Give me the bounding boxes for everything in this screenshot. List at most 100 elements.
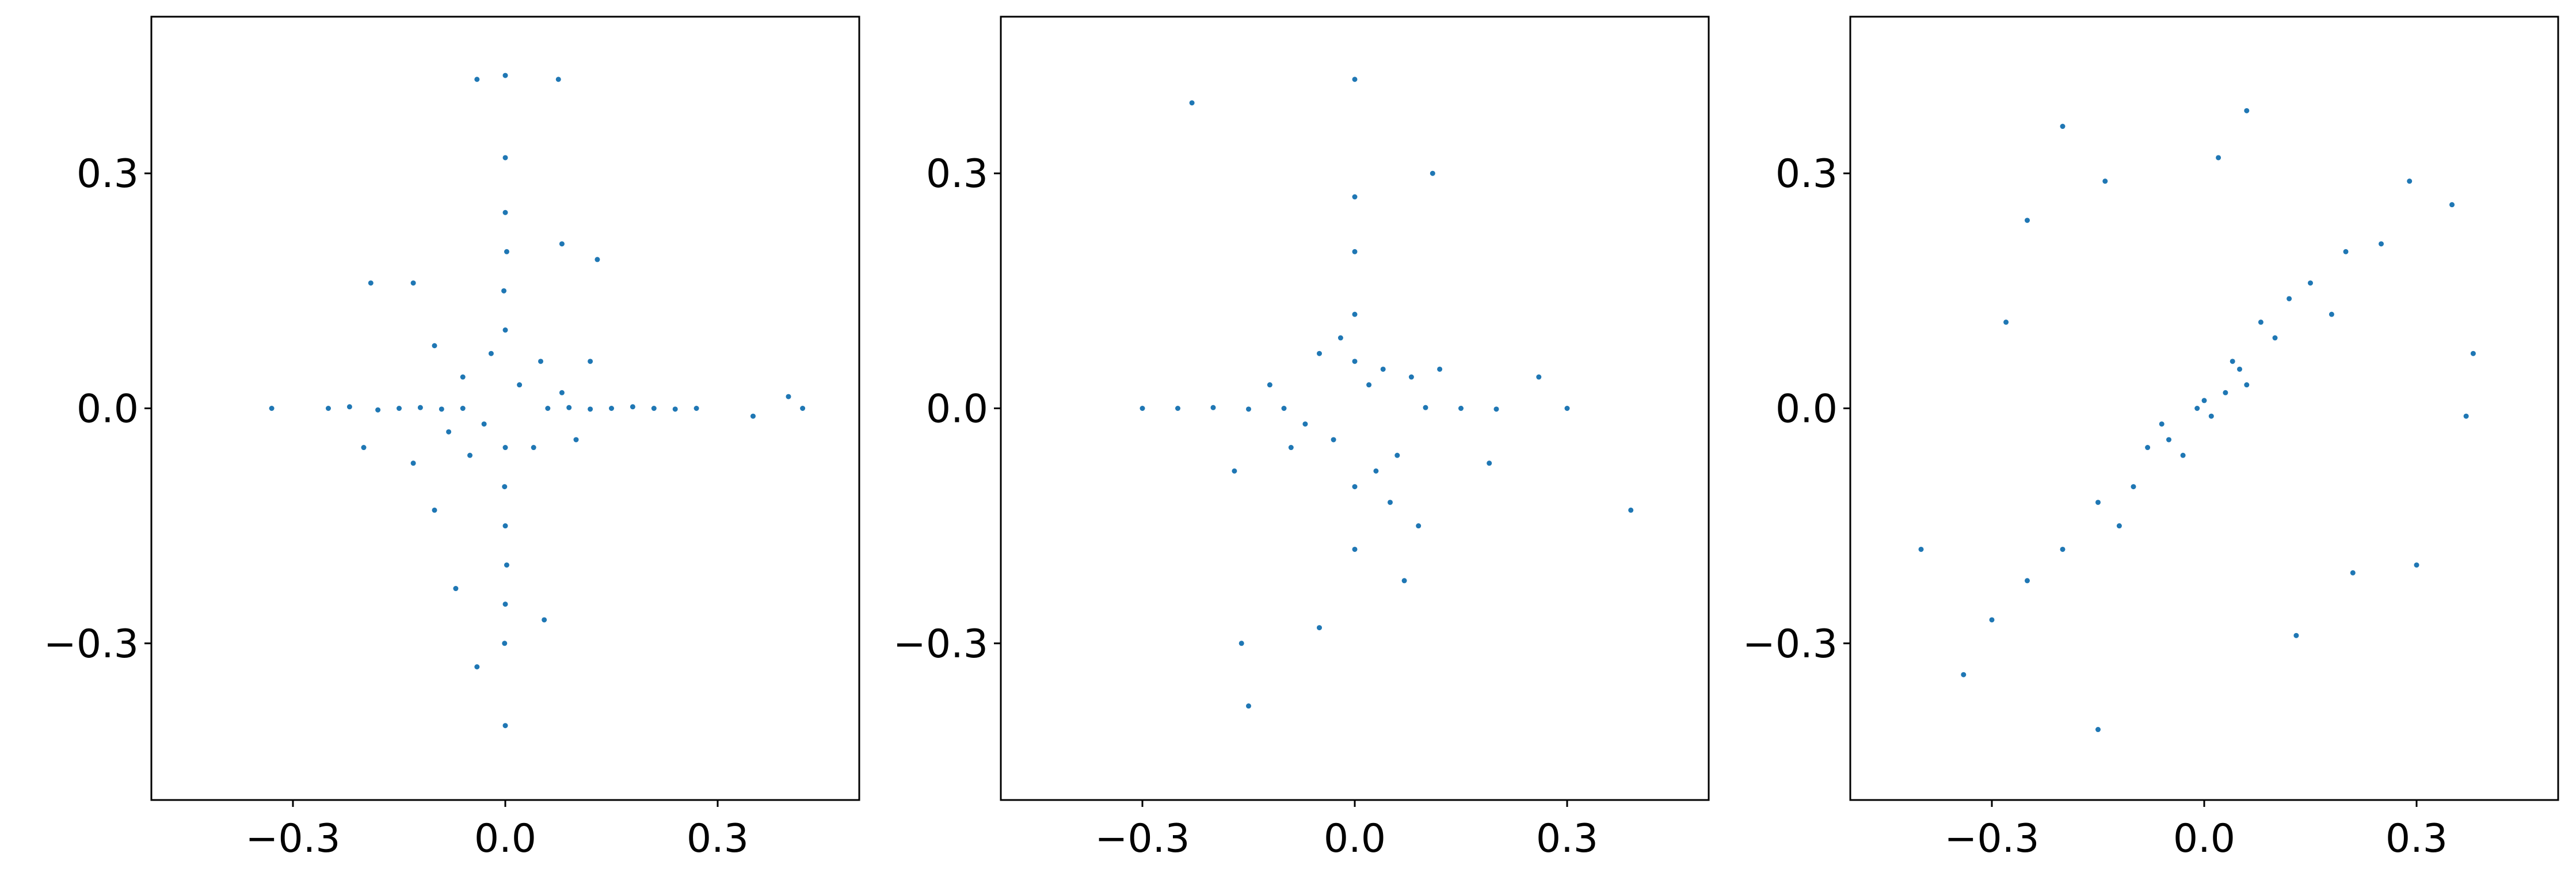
point <box>693 406 699 411</box>
point <box>2308 280 2313 286</box>
point <box>1317 625 1322 631</box>
point <box>2287 296 2292 302</box>
point <box>588 359 593 364</box>
y-tick-label: 0.0 <box>77 387 139 432</box>
point <box>588 406 593 412</box>
point <box>1352 311 1358 317</box>
point <box>502 484 508 490</box>
point <box>481 421 487 427</box>
point <box>517 382 523 388</box>
point <box>1487 460 1492 466</box>
point <box>1288 445 1294 451</box>
point <box>1437 366 1443 372</box>
point <box>269 406 275 411</box>
point <box>2025 218 2030 223</box>
point <box>1394 452 1400 458</box>
point <box>1352 194 1358 200</box>
point <box>1189 100 1195 106</box>
x-tick-label: 0.0 <box>1324 816 1386 862</box>
point <box>2194 406 2200 411</box>
point <box>1246 703 1251 709</box>
point <box>368 280 374 286</box>
point <box>502 155 508 161</box>
point <box>786 394 791 399</box>
y-tick-label: −0.3 <box>44 622 139 667</box>
point <box>460 406 466 411</box>
x-tick-label: −0.3 <box>1944 816 2039 862</box>
point <box>502 73 508 78</box>
point <box>545 406 551 411</box>
point <box>460 374 466 380</box>
point <box>504 249 509 254</box>
point <box>410 460 416 466</box>
point <box>2095 500 2101 505</box>
point <box>346 404 352 410</box>
point <box>630 404 635 410</box>
point <box>2166 437 2171 443</box>
point <box>2060 124 2066 129</box>
y-tick-label: 0.3 <box>77 151 139 197</box>
point <box>1232 468 1237 474</box>
x-tick-label: −0.3 <box>245 816 340 862</box>
point <box>2116 523 2122 529</box>
point <box>1989 617 1995 623</box>
point <box>2145 445 2151 451</box>
point <box>2463 413 2469 419</box>
point <box>1175 406 1180 411</box>
point <box>1918 546 1924 552</box>
point <box>474 664 480 670</box>
point <box>531 445 536 451</box>
point <box>417 405 423 410</box>
point <box>1140 406 1145 411</box>
point <box>651 406 657 411</box>
point <box>555 77 561 82</box>
point <box>2258 319 2263 325</box>
point <box>1246 406 1251 412</box>
point <box>2272 335 2278 341</box>
point <box>2060 546 2066 552</box>
axes-frame <box>1849 16 2559 801</box>
point <box>410 280 416 286</box>
x-tick-label: 0.3 <box>2386 816 2448 862</box>
point <box>432 343 437 349</box>
point <box>326 406 331 411</box>
point <box>2159 421 2165 427</box>
point <box>1337 335 1343 341</box>
x-tick-label: 0.0 <box>474 816 536 862</box>
point <box>2379 241 2384 247</box>
point <box>375 407 381 413</box>
point <box>2244 108 2250 113</box>
point <box>502 445 508 451</box>
x-tick-label: 0.3 <box>1536 816 1598 862</box>
point <box>2208 413 2214 419</box>
y-tick-label: 0.0 <box>1775 387 1838 432</box>
point <box>453 586 459 592</box>
point <box>397 406 402 411</box>
point <box>1401 578 1407 584</box>
point <box>1352 249 1358 254</box>
point <box>467 452 472 458</box>
point <box>502 209 508 215</box>
point <box>1961 672 1967 677</box>
point <box>538 359 543 364</box>
point <box>1536 374 1542 380</box>
point <box>1239 641 1244 646</box>
point <box>1564 406 1570 411</box>
y-tick-label: −0.3 <box>893 622 988 667</box>
y-tick-label: 0.3 <box>926 151 988 197</box>
point <box>1302 421 1308 427</box>
point <box>750 413 756 419</box>
point <box>2230 359 2235 364</box>
y-tick-label: 0.0 <box>926 387 988 432</box>
point <box>1281 406 1287 411</box>
point <box>474 77 480 82</box>
point <box>1458 406 1464 411</box>
point <box>2201 398 2207 403</box>
point <box>1373 468 1379 474</box>
x-tick-label: 0.3 <box>687 816 749 862</box>
point <box>2025 578 2030 584</box>
point <box>446 429 452 435</box>
point <box>2003 319 2009 325</box>
point <box>2244 382 2250 388</box>
